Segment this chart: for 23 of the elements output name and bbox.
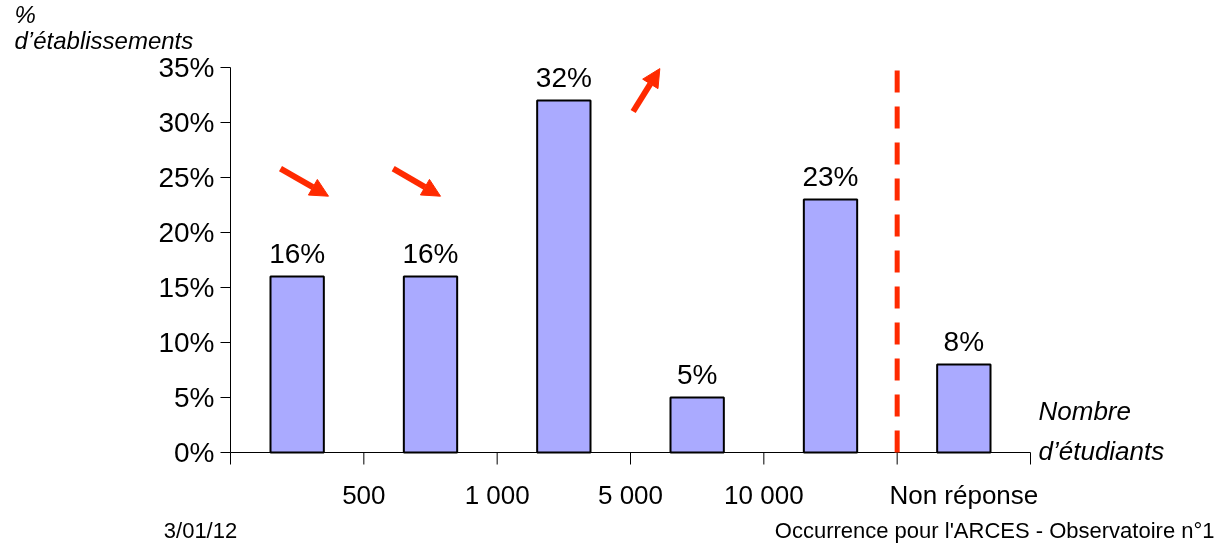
data-label: 23%	[802, 160, 859, 192]
y-tick-label: 25%	[158, 162, 215, 193]
text: Occurrence pour l'ARCES - Observatoire n°1	[774, 518, 1215, 543]
y-axis-title: % d’établissements	[14, 1, 194, 54]
y-tick-label: 30%	[158, 107, 215, 138]
y-tick-label: 15%	[158, 272, 215, 303]
text: 5 000	[597, 479, 664, 510]
data-label: 8%	[943, 325, 985, 357]
y-tick-label: 5%	[174, 382, 215, 413]
data-label: 16%	[269, 237, 326, 269]
data-label: 32%	[535, 61, 592, 93]
data-label: 5%	[676, 358, 718, 390]
data-label: 16%	[402, 237, 459, 269]
text: 500	[342, 479, 386, 510]
y-tick-label: 10%	[158, 327, 215, 358]
text: 1 000	[464, 479, 530, 510]
x-tick-label: Non réponse	[889, 479, 1039, 510]
y-tick-label: 0%	[174, 437, 215, 468]
text: 3/01/12	[163, 518, 238, 543]
y-tick-label: 35%	[158, 52, 215, 83]
text: 10 000	[724, 479, 804, 510]
y-tick-label: 20%	[158, 217, 215, 248]
x-axis-title: Nombre d’étudiants	[1038, 395, 1165, 466]
